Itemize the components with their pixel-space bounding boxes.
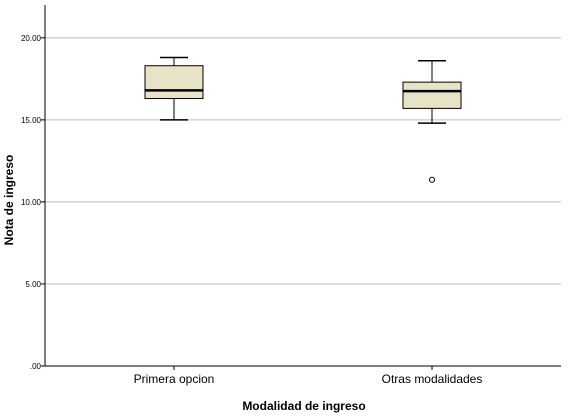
y-tick-labels: .00 5.00 10.00 15.00 20.00 xyxy=(21,34,42,371)
outlier-point xyxy=(429,176,435,183)
y-axis-title: Nota de ingreso xyxy=(2,155,16,246)
iqr-box xyxy=(144,65,204,100)
gridlines xyxy=(45,37,561,285)
y-tick-label: 20.00 xyxy=(21,34,42,43)
y-tick-label: .00 xyxy=(30,362,42,371)
iqr-box xyxy=(402,81,462,109)
x-category-labels: Primera opcion Otras modalidades xyxy=(134,372,483,386)
boxes xyxy=(144,56,462,183)
y-tick-label: 15.00 xyxy=(21,116,42,125)
x-category-label: Otras modalidades xyxy=(382,372,483,386)
y-tick-label: 10.00 xyxy=(21,198,42,207)
x-category-label: Primera opcion xyxy=(134,372,215,386)
axes xyxy=(41,5,561,370)
x-axis-title: Modalidad de ingreso xyxy=(242,399,365,413)
y-tick-label: 5.00 xyxy=(25,280,41,289)
